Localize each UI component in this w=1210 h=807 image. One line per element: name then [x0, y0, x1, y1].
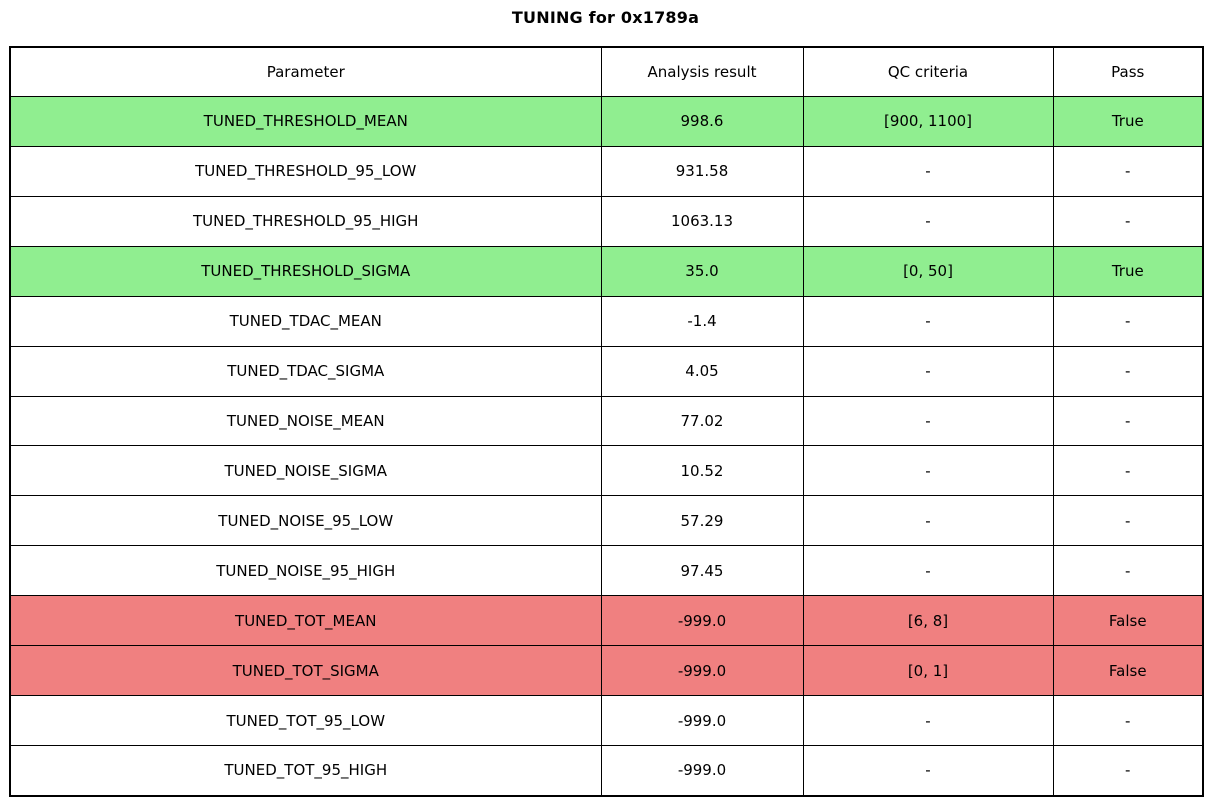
cell-analysis-result: 1063.13 [600, 195, 804, 247]
cell-parameter: TUNED_NOISE_MEAN [9, 395, 602, 447]
cell-qc-criteria: - [802, 195, 1054, 247]
column-header-parameter: Parameter [9, 46, 602, 97]
table-row: TUNED_TDAC_MEAN -1.4- - [9, 295, 1204, 347]
cell-parameter: TUNED_THRESHOLD_95_HIGH [9, 195, 602, 247]
cell-qc-criteria: - [802, 495, 1054, 547]
cell-pass: - [1052, 744, 1204, 797]
cell-qc-criteria: - [802, 545, 1054, 597]
page-title: TUNING for 0x1789a [511, 8, 700, 27]
cell-pass: - [1052, 545, 1204, 597]
cell-parameter: TUNED_TOT_MEAN [9, 595, 602, 647]
cell-pass: - [1052, 395, 1204, 447]
column-header-pass: Pass [1052, 46, 1204, 97]
cell-qc-criteria: [900, 1100] [802, 96, 1054, 147]
cell-analysis-result: 97.45 [600, 545, 804, 597]
cell-analysis-result: -999.0 [600, 595, 804, 647]
cell-qc-criteria: - [802, 295, 1054, 347]
cell-qc-criteria: - [802, 695, 1054, 746]
cell-parameter: TUNED_THRESHOLD_SIGMA [9, 245, 602, 297]
table-row: TUNED_THRESHOLD_MEAN 998.6 [900, 1100] True [9, 96, 1204, 147]
table-row: TUNED_TOT_95_LOW -999.0- - [9, 695, 1204, 746]
column-header-analysis-result: Analysis result [600, 46, 804, 97]
cell-pass: - [1052, 195, 1204, 247]
cell-qc-criteria: [6, 8] [802, 595, 1054, 647]
cell-pass: - [1052, 695, 1204, 746]
table-row: TUNED_TOT_95_HIGH -999.0- - [9, 744, 1204, 797]
column-header-qc-criteria: QC criteria [802, 46, 1054, 97]
cell-pass: - [1052, 145, 1204, 197]
cell-pass: True [1052, 245, 1204, 297]
cell-analysis-result: -999.0 [600, 744, 804, 797]
cell-parameter: TUNED_NOISE_95_LOW [9, 495, 602, 547]
table-row: TUNED_TDAC_SIGMA 4.05- - [9, 345, 1204, 397]
cell-pass: - [1052, 345, 1204, 397]
cell-parameter: TUNED_TOT_95_LOW [9, 695, 602, 746]
cell-qc-criteria: - [802, 145, 1054, 197]
cell-analysis-result: 931.58 [600, 145, 804, 197]
table-row: TUNED_THRESHOLD_SIGMA 35.0 [0, 50] True [9, 245, 1204, 297]
cell-qc-criteria: [0, 50] [802, 245, 1054, 297]
table-row: TUNED_NOISE_SIGMA 10.52- - [9, 445, 1204, 497]
cell-pass: True [1052, 96, 1204, 147]
cell-parameter: TUNED_NOISE_95_HIGH [9, 545, 602, 597]
cell-pass: - [1052, 495, 1204, 547]
cell-analysis-result: 35.0 [600, 245, 804, 297]
table-body: TUNED_THRESHOLD_MEAN 998.6 [900, 1100] True… [9, 96, 1204, 797]
cell-qc-criteria: - [802, 744, 1054, 797]
cell-qc-criteria: [0, 1] [802, 645, 1054, 697]
cell-pass: - [1052, 295, 1204, 347]
table-row: TUNED_THRESHOLD_95_LOW 931.58- - [9, 145, 1204, 197]
cell-analysis-result: 998.6 [600, 96, 804, 147]
cell-pass: False [1052, 595, 1204, 647]
cell-analysis-result: -999.0 [600, 645, 804, 697]
cell-analysis-result: 4.05 [600, 345, 804, 397]
cell-parameter: TUNED_THRESHOLD_MEAN [9, 96, 602, 147]
cell-parameter: TUNED_TOT_95_HIGH [9, 744, 602, 797]
cell-analysis-result: -1.4 [600, 295, 804, 347]
cell-parameter: TUNED_TOT_SIGMA [9, 645, 602, 697]
cell-analysis-result: 57.29 [600, 495, 804, 547]
cell-analysis-result: 10.52 [600, 445, 804, 497]
cell-parameter: TUNED_THRESHOLD_95_LOW [9, 145, 602, 197]
cell-parameter: TUNED_TDAC_MEAN [9, 295, 602, 347]
cell-analysis-result: 77.02 [600, 395, 804, 447]
table-row: TUNED_NOISE_95_LOW 57.29- - [9, 495, 1204, 547]
table-header-row: Parameter Analysis result QC criteria Pa… [9, 46, 1204, 97]
table-row: TUNED_NOISE_95_HIGH 97.45- - [9, 545, 1204, 597]
cell-parameter: TUNED_NOISE_SIGMA [9, 445, 602, 497]
cell-parameter: TUNED_TDAC_SIGMA [9, 345, 602, 397]
table-row: TUNED_TOT_SIGMA -999.0 [0, 1] False [9, 645, 1204, 697]
cell-pass: - [1052, 445, 1204, 497]
cell-qc-criteria: - [802, 395, 1054, 447]
cell-pass: False [1052, 645, 1204, 697]
table-row: TUNED_THRESHOLD_95_HIGH 1063.13- - [9, 195, 1204, 247]
table-row: TUNED_NOISE_MEAN 77.02- - [9, 395, 1204, 447]
cell-qc-criteria: - [802, 345, 1054, 397]
cell-analysis-result: -999.0 [600, 695, 804, 746]
cell-qc-criteria: - [802, 445, 1054, 497]
table-row: TUNED_TOT_MEAN -999.0 [6, 8] False [9, 595, 1204, 647]
qc-results-table: Parameter Analysis result QC criteria Pa… [9, 46, 1204, 797]
